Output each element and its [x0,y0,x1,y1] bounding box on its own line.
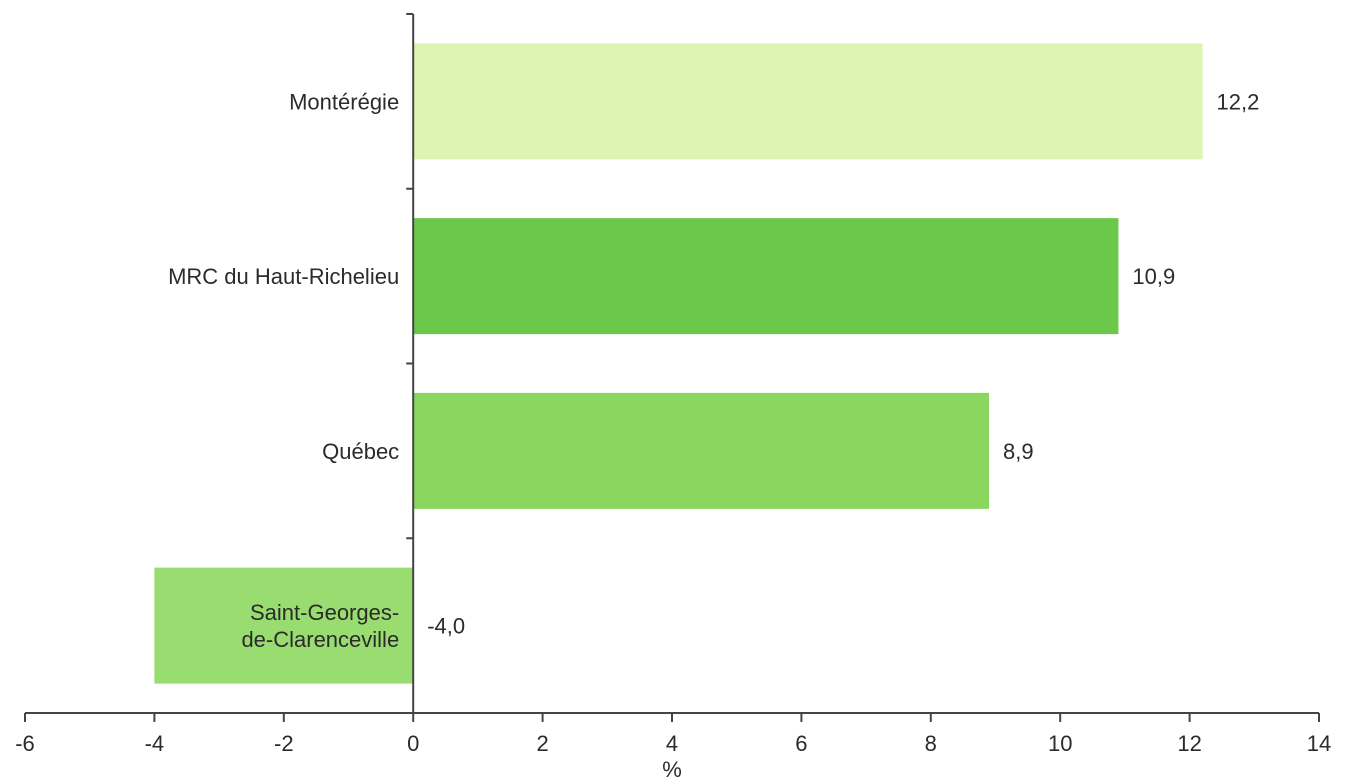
x-axis-ticks-group: -6 -4 -2 0 2 4 6 8 10 12 14 [15,713,1331,756]
x-tick-label: -4 [145,731,165,756]
value-labels-group: 12,2 10,9 8,9 -4,0 [427,89,1259,638]
x-tick-label: -2 [274,731,294,756]
category-labels-group: Montérégie MRC du Haut-Richelieu Québec Sai… [168,89,399,652]
x-tick-label: 10 [1048,731,1072,756]
x-axis-title: % [662,757,682,781]
bar [413,218,1119,335]
value-label: 10,9 [1132,264,1175,289]
value-label: 12,2 [1217,89,1260,114]
bars-group [154,43,1203,684]
category-label: Saint-Georges-de-Clarenceville [241,600,399,652]
value-label: 8,9 [1003,439,1034,464]
x-tick-label: 0 [407,731,419,756]
value-label: -4,0 [427,614,465,639]
x-tick-label: 12 [1177,731,1201,756]
x-tick-label: 2 [536,731,548,756]
category-label: Montérégie [289,89,399,114]
category-label: MRC du Haut-Richelieu [168,264,399,289]
bar [154,567,414,684]
x-tick-label: -6 [15,731,35,756]
category-label: Québec [322,439,399,464]
x-tick-label: 14 [1307,731,1331,756]
x-tick-label: 8 [925,731,937,756]
x-tick-label: 6 [795,731,807,756]
bar [413,43,1203,160]
x-tick-label: 4 [666,731,678,756]
bar [413,392,990,509]
